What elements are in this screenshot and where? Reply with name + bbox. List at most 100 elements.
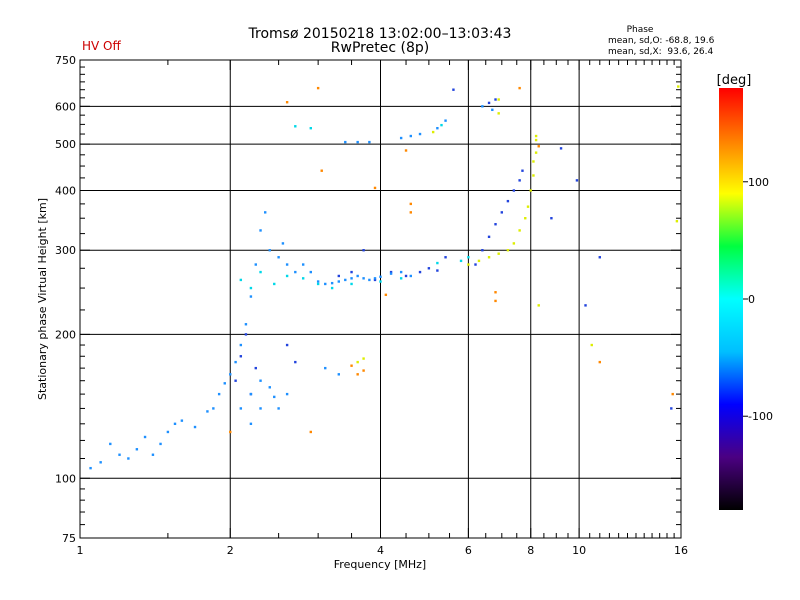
data-point — [268, 249, 271, 252]
data-point — [356, 360, 359, 364]
y-tick-label: 600 — [55, 100, 76, 113]
data-point — [399, 270, 403, 274]
colorbar-ticks: 100 0 -100 — [743, 176, 773, 423]
data-point — [249, 392, 253, 396]
data-point — [180, 419, 184, 422]
data-point — [677, 85, 680, 88]
data-point — [409, 274, 412, 278]
data-point — [268, 386, 271, 389]
data-point — [249, 295, 253, 298]
data-point — [534, 151, 538, 154]
data-point — [590, 343, 593, 347]
data-point — [537, 145, 540, 148]
data-point — [259, 270, 262, 274]
data-point — [368, 140, 371, 144]
chart-title: Tromsø 20150218 13:02:00–13:03:43 — [248, 26, 512, 42]
data-point — [99, 461, 102, 464]
data-point — [285, 274, 289, 278]
colorbar-tick-label: 0 — [748, 293, 755, 306]
data-point — [675, 220, 679, 223]
data-points — [89, 85, 680, 470]
data-point — [481, 105, 484, 108]
data-point — [239, 343, 243, 347]
data-point — [436, 269, 439, 272]
data-point — [301, 263, 305, 266]
data-point — [330, 286, 334, 290]
data-point — [151, 453, 155, 456]
data-point — [512, 242, 516, 245]
data-point — [294, 270, 297, 274]
data-point — [368, 278, 371, 282]
data-point — [534, 134, 538, 138]
data-point — [223, 382, 226, 385]
data-point — [259, 407, 262, 410]
data-point — [459, 259, 463, 263]
data-point — [301, 277, 305, 280]
phase-stats-o-line: mean, sd,O: -68.8, 19.6 — [608, 36, 715, 46]
data-point — [526, 205, 530, 208]
data-point — [452, 88, 455, 91]
data-point — [239, 355, 243, 358]
data-point — [249, 286, 253, 290]
x-tick-label: 16 — [674, 544, 688, 557]
y-tick-label: 750 — [55, 54, 76, 67]
data-point — [494, 98, 497, 101]
data-point — [362, 249, 365, 252]
data-point — [362, 369, 365, 372]
y-tick-label: 400 — [55, 184, 76, 197]
data-point — [229, 430, 232, 434]
data-point — [362, 357, 365, 360]
hv-status-label: HV Off — [82, 39, 121, 53]
y-tick-label: 500 — [55, 138, 76, 151]
data-point — [273, 282, 276, 286]
data-point — [487, 235, 491, 239]
data-point — [598, 256, 601, 259]
data-point — [344, 140, 347, 144]
data-point — [206, 410, 209, 413]
data-point — [109, 442, 112, 446]
data-point — [532, 174, 535, 177]
data-point — [598, 360, 601, 364]
data-point — [244, 333, 248, 336]
data-point — [534, 138, 538, 142]
data-point — [173, 422, 177, 426]
data-point — [584, 304, 587, 307]
x-axis-label: Frequency [MHz] — [334, 558, 426, 571]
data-point — [467, 256, 470, 259]
data-point — [350, 282, 353, 286]
data-point — [559, 147, 563, 150]
data-point — [350, 270, 353, 274]
data-point — [440, 123, 443, 127]
data-point — [379, 275, 382, 278]
data-point — [294, 125, 297, 128]
data-point — [277, 407, 280, 410]
data-point — [259, 229, 262, 232]
data-point — [362, 277, 365, 280]
data-point — [159, 442, 162, 446]
data-point — [330, 281, 334, 285]
data-point — [399, 136, 403, 140]
data-point — [518, 86, 521, 90]
data-point — [481, 249, 484, 252]
data-point — [494, 223, 497, 226]
data-point — [436, 261, 439, 265]
colorbar — [719, 88, 743, 510]
data-point — [229, 373, 232, 376]
y-axis-label: Stationary phase Virtual Height [km] — [36, 198, 49, 400]
data-point — [316, 282, 320, 286]
data-point — [239, 407, 243, 410]
colorbar-tick-label: -100 — [748, 410, 773, 423]
data-point — [309, 270, 312, 274]
data-point — [409, 134, 412, 138]
data-point — [399, 277, 403, 280]
data-point — [337, 373, 341, 376]
data-point — [431, 130, 435, 134]
data-point — [404, 149, 408, 152]
data-point — [294, 360, 297, 364]
data-point — [356, 140, 359, 144]
data-point — [506, 199, 510, 203]
data-point — [671, 392, 674, 396]
data-point — [273, 395, 276, 399]
data-point — [143, 435, 147, 439]
